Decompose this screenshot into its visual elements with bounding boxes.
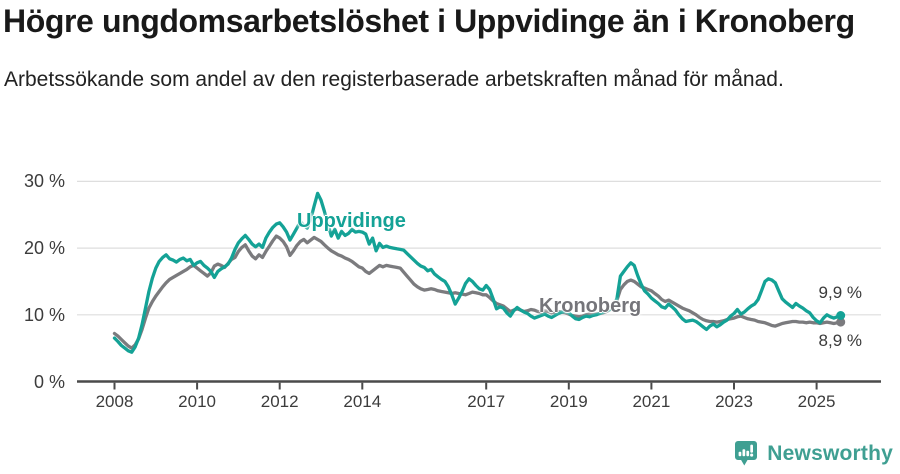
y-axis-label: 30 % — [23, 171, 65, 192]
x-axis-label: 2014 — [343, 392, 382, 411]
chart-subtitle: Arbetssökande som andel av den registerb… — [4, 68, 784, 91]
x-axis-label: 2025 — [797, 392, 836, 411]
y-axis-label: 0 % — [33, 371, 65, 392]
brand-name: Newsworthy — [767, 442, 893, 465]
y-axis-label: 20 % — [23, 238, 65, 259]
x-axis-label: 2010 — [178, 392, 216, 411]
x-axis-label: 2017 — [467, 392, 506, 411]
x-axis-label: 2019 — [549, 392, 588, 411]
x-axis-label: 2023 — [715, 392, 753, 411]
series-line-kronoberg — [112, 234, 843, 350]
x-axis-label: 2021 — [632, 392, 671, 411]
series-label-uppvidinge: Uppvidinge — [297, 210, 406, 232]
x-axis-label: 2008 — [95, 392, 134, 411]
series-endpoint-kronoberg — [836, 317, 846, 327]
series-label-kronoberg: Kronoberg — [539, 295, 642, 317]
end-value-uppvidinge: 9,9 % — [818, 283, 862, 302]
page-title: Högre ungdomsarbetslöshet i Uppvidinge ä… — [3, 3, 855, 39]
end-value-kronoberg: 8,9 % — [818, 331, 862, 350]
newsworthy-logo-icon — [735, 441, 758, 466]
series-line-uppvidinge — [112, 191, 843, 354]
y-axis-label: 10 % — [23, 304, 65, 325]
series-endpoint-uppvidinge — [836, 311, 846, 320]
brand-footer[interactable]: Newsworthy — [734, 440, 893, 468]
x-axis-label: 2012 — [260, 392, 299, 411]
